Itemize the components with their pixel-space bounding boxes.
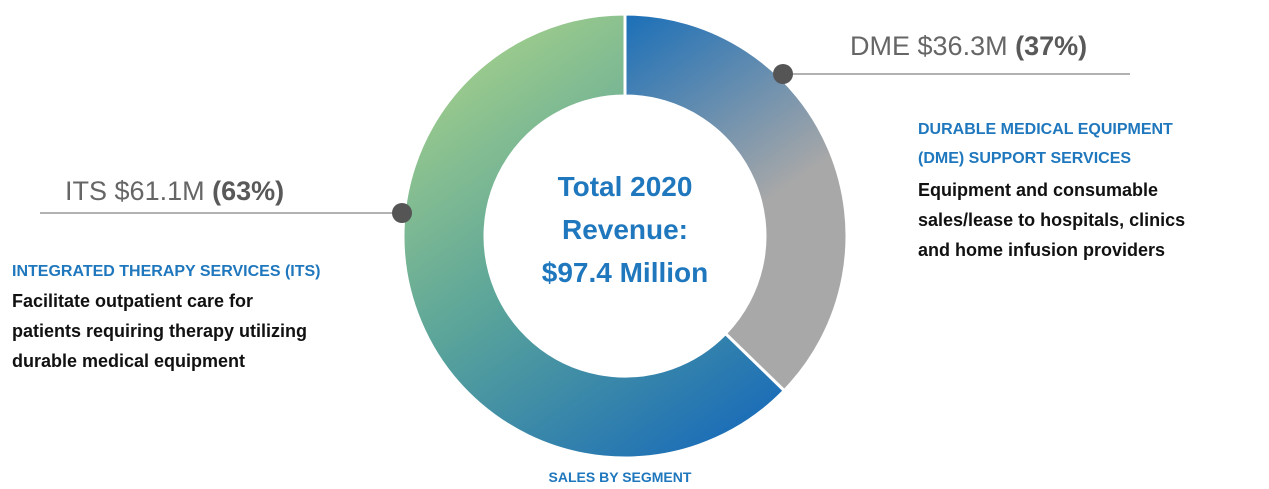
donut-slice (401, 12, 787, 460)
segment-description: sales/lease to hospitals, clinics (918, 210, 1185, 230)
segment-title: (DME) SUPPORT SERVICES (918, 150, 1131, 167)
center-text: Total 2020 (558, 171, 693, 202)
slice-label: ITS $61.1M (63%) (65, 176, 284, 206)
slice-label: DME $36.3M (37%) (850, 31, 1087, 61)
caption: SALES BY SEGMENT (549, 469, 692, 485)
segment-title: DURABLE MEDICAL EQUIPMENT (918, 121, 1173, 138)
leader-dot (392, 203, 412, 223)
center-text: Revenue: (562, 214, 688, 245)
donut-slice (623, 12, 849, 393)
segment-description: patients requiring therapy utilizing (12, 321, 307, 341)
center-text: $97.4 Million (542, 257, 709, 288)
segment-title: INTEGRATED THERAPY SERVICES (ITS) (12, 263, 320, 280)
segment-description: and home infusion providers (918, 240, 1165, 260)
segment-description: Equipment and consumable (918, 180, 1158, 200)
leader-dot (773, 64, 793, 84)
segment-description: Facilitate outpatient care for (12, 291, 253, 311)
segment-description: durable medical equipment (12, 351, 245, 371)
